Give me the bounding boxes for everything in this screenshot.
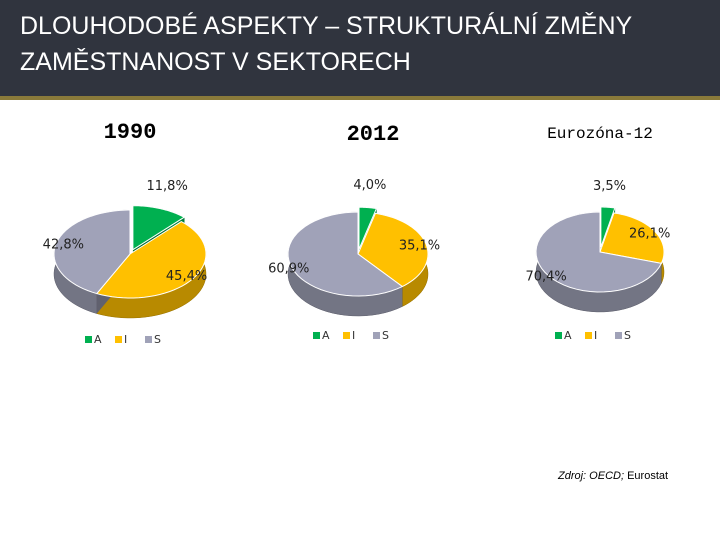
pie-slice (53, 209, 131, 295)
data-label: 35,1% (399, 238, 440, 253)
legend-label: S (154, 333, 161, 346)
data-label: 70,4% (525, 270, 566, 285)
source-name: Eurostat (627, 470, 669, 482)
title-line: ZAMĚSTNANOST V SEKTORECH (20, 48, 411, 76)
pie-slice (287, 211, 404, 297)
source-label: Zdroj: OECD; (558, 470, 625, 482)
legend-swatch (615, 332, 622, 339)
pie-slice (95, 220, 207, 299)
legend-label: A (564, 329, 572, 342)
legend-swatch (555, 332, 562, 339)
legend-swatch (313, 332, 320, 339)
data-label: 3,5% (593, 179, 626, 194)
legend-swatch (373, 332, 380, 339)
header: DLOUHODOBÉ ASPEKTY – STRUKTURÁLNÍ ZMĚNY … (0, 0, 720, 100)
pie-slice (535, 211, 663, 293)
pie-slice (132, 205, 186, 251)
legend-swatch (115, 336, 122, 343)
data-label: 45,4% (166, 269, 207, 284)
legend-label: S (382, 329, 389, 342)
data-label: 11,8% (147, 179, 188, 194)
pie-slice (599, 212, 665, 264)
chart-title: Eurozóna-12 (547, 125, 653, 143)
chart-title: 1990 (104, 120, 157, 145)
data-label: 60,9% (268, 261, 309, 276)
legend-label: A (94, 333, 102, 346)
data-label: 26,1% (629, 226, 670, 241)
legend-swatch (343, 332, 350, 339)
legend-label: I (124, 333, 127, 346)
source: Zdroj: OECD; Eurostat (558, 470, 668, 482)
data-label: 4,0% (353, 178, 386, 193)
legend-swatch (585, 332, 592, 339)
chart-title: 2012 (347, 122, 400, 147)
legend-swatch (145, 336, 152, 343)
legend-label: S (624, 329, 631, 342)
pie-slice (357, 212, 429, 288)
legend-swatch (85, 336, 92, 343)
legend-label: A (322, 329, 330, 342)
data-label: 42,8% (43, 238, 84, 253)
pie-slice (600, 206, 616, 248)
legend-label: I (594, 329, 597, 342)
charts: 1990 11,8% 45,4% 42,8% A I S 2012 4,0% 35,1% 60,9%… (43, 120, 671, 346)
title-line: DLOUHODOBÉ ASPEKTY – STRUKTURÁLNÍ ZMĚNY (20, 12, 633, 40)
legend-label: I (352, 329, 355, 342)
pie-slice (358, 206, 378, 250)
